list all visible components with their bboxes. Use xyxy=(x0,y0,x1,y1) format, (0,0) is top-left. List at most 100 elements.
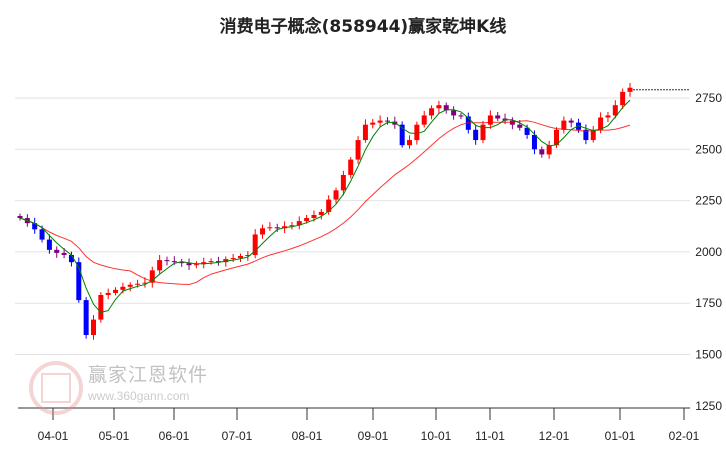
candle-body xyxy=(392,121,398,125)
candle-body xyxy=(561,120,567,130)
candle-body xyxy=(296,221,302,226)
candle-body xyxy=(289,225,295,227)
candle-body xyxy=(186,263,192,266)
candle-body xyxy=(421,115,427,125)
y-tick-label: 2250 xyxy=(695,194,722,208)
candle-body xyxy=(54,249,60,253)
y-tick-label: 1750 xyxy=(695,296,722,310)
candle-body xyxy=(627,87,633,92)
candle-body xyxy=(90,319,96,336)
y-tick-label: 2750 xyxy=(695,91,722,105)
candle-body xyxy=(429,108,435,116)
candle-body xyxy=(487,115,493,125)
candle-body xyxy=(105,292,111,295)
candle-body xyxy=(120,286,126,290)
candle-body xyxy=(157,260,163,271)
candle-body xyxy=(245,254,251,257)
y-tick-label: 1500 xyxy=(695,348,722,362)
candle-body xyxy=(127,284,133,287)
candle-body xyxy=(113,289,119,293)
candle-body xyxy=(546,145,552,155)
x-tick-label: 08-01 xyxy=(292,429,323,443)
x-tick-label: 12-01 xyxy=(539,429,570,443)
chart-title: 消费电子概念(858944)赢家乾坤K线 xyxy=(219,17,507,37)
ma-long-line xyxy=(19,120,631,286)
candle-body xyxy=(583,129,589,141)
candle-body xyxy=(311,214,317,219)
candle-body xyxy=(83,300,89,336)
candle-body xyxy=(274,227,280,229)
x-tick-label: 05-01 xyxy=(99,429,130,443)
candle-body xyxy=(326,199,332,212)
candle-body xyxy=(451,110,457,116)
candle-body xyxy=(436,105,442,109)
x-tick-label: 09-01 xyxy=(358,429,389,443)
candle-body xyxy=(517,124,523,128)
candle-body xyxy=(554,129,560,146)
candle-body xyxy=(304,218,310,222)
candle-body xyxy=(135,283,141,285)
watermark-url: www.360gann.com xyxy=(88,389,190,403)
candle-body xyxy=(76,262,82,301)
candle-body xyxy=(605,115,611,118)
watermark-text: 赢家江恩软件 xyxy=(88,364,209,386)
candle-body xyxy=(480,124,486,141)
candle-body xyxy=(443,105,449,111)
x-tick-label: 06-01 xyxy=(159,429,190,443)
candle-body xyxy=(260,228,266,235)
candle-body xyxy=(267,227,273,229)
y-tick-label: 2500 xyxy=(695,142,722,156)
candle-body xyxy=(237,256,243,259)
candle-body xyxy=(17,215,23,219)
candle-body xyxy=(458,115,464,117)
candle-body xyxy=(355,140,361,160)
candle-body xyxy=(524,127,530,135)
candle-body xyxy=(171,261,177,263)
candle-body xyxy=(201,262,207,265)
candle-body xyxy=(215,261,221,263)
candle-body xyxy=(612,105,618,116)
candle-body xyxy=(539,149,545,155)
candle-body xyxy=(414,124,420,141)
candle-body xyxy=(230,258,236,260)
x-tick-label: 01-01 xyxy=(605,429,636,443)
candle-body xyxy=(620,91,626,106)
candle-body xyxy=(208,261,214,263)
candle-body xyxy=(495,115,501,119)
candle-body xyxy=(149,270,155,283)
candle-body xyxy=(590,129,596,141)
candle-body xyxy=(179,262,185,264)
candle-body xyxy=(568,120,574,123)
x-tick-label: 10-01 xyxy=(421,429,452,443)
candle-body xyxy=(333,190,339,200)
candle-body xyxy=(399,124,405,146)
candle-body xyxy=(377,120,383,123)
candle-body xyxy=(531,134,537,150)
candle-body xyxy=(68,254,74,263)
candle-body xyxy=(142,282,148,284)
candle-body xyxy=(598,117,604,130)
watermark-seal-icon xyxy=(29,361,83,415)
candle-body xyxy=(340,174,346,191)
x-tick-label: 04-01 xyxy=(38,429,69,443)
candle-body xyxy=(39,229,45,240)
x-tick-label: 11-01 xyxy=(475,429,505,443)
candle-body xyxy=(46,239,52,250)
candle-body xyxy=(98,294,104,320)
candle-body xyxy=(61,252,67,255)
candle-body xyxy=(252,234,258,255)
x-tick-label: 02-01 xyxy=(669,429,700,443)
ma-short-line xyxy=(19,99,631,313)
candle-body xyxy=(362,124,368,141)
candle-body xyxy=(164,260,170,262)
x-tick-label: 07-01 xyxy=(222,429,253,443)
candle-body xyxy=(473,129,479,141)
candle-body xyxy=(370,122,376,125)
y-tick-label: 2000 xyxy=(695,245,722,259)
candle-body xyxy=(384,120,390,122)
candle-body xyxy=(32,223,38,230)
y-tick-label: 1250 xyxy=(695,399,722,413)
candle-body xyxy=(318,211,324,215)
